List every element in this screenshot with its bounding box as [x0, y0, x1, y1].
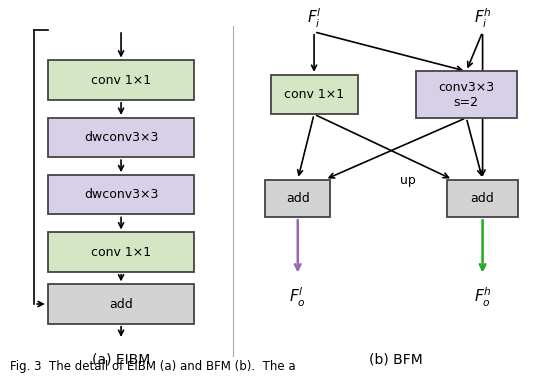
Text: conv3×3
s=2: conv3×3 s=2 — [438, 81, 495, 108]
Text: (b) BFM: (b) BFM — [369, 353, 422, 367]
Text: add: add — [471, 192, 495, 205]
Text: $\mathit{F}_o^h$: $\mathit{F}_o^h$ — [474, 286, 492, 309]
Text: add: add — [109, 297, 133, 310]
FancyBboxPatch shape — [447, 180, 518, 217]
FancyBboxPatch shape — [47, 118, 194, 157]
Text: up: up — [400, 174, 416, 187]
Text: (a) EIBM: (a) EIBM — [92, 353, 150, 367]
FancyBboxPatch shape — [270, 75, 358, 114]
Text: dwconv3×3: dwconv3×3 — [84, 131, 158, 144]
Text: $\mathit{F}_i^h$: $\mathit{F}_i^h$ — [474, 7, 492, 30]
FancyBboxPatch shape — [47, 60, 194, 100]
FancyBboxPatch shape — [47, 175, 194, 214]
Text: dwconv3×3: dwconv3×3 — [84, 188, 158, 201]
Text: add: add — [286, 192, 310, 205]
Text: conv 1×1: conv 1×1 — [284, 88, 344, 101]
Text: conv 1×1: conv 1×1 — [91, 74, 151, 87]
Text: conv 1×1: conv 1×1 — [91, 246, 151, 259]
Text: $\mathit{F}_i^l$: $\mathit{F}_i^l$ — [307, 7, 321, 30]
FancyBboxPatch shape — [47, 284, 194, 324]
Text: $\mathit{F}_o^l$: $\mathit{F}_o^l$ — [289, 286, 306, 309]
Text: Fig. 3  The detail of EIBM (a) and BFM (b).  The a: Fig. 3 The detail of EIBM (a) and BFM (b… — [9, 360, 295, 373]
FancyBboxPatch shape — [416, 71, 517, 118]
FancyBboxPatch shape — [265, 180, 330, 217]
FancyBboxPatch shape — [47, 232, 194, 272]
